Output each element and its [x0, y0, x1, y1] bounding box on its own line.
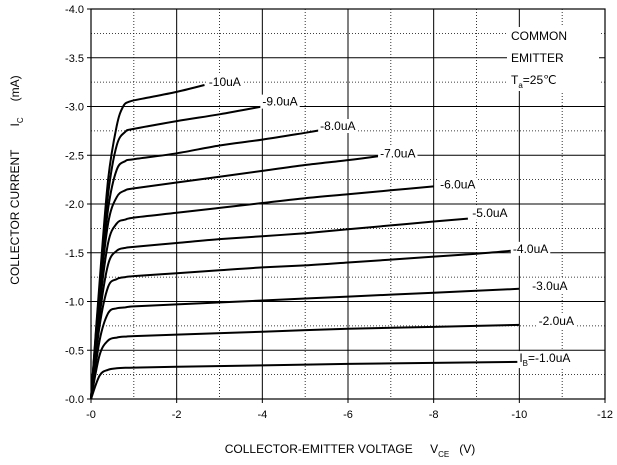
- y-tick-label: -1.0: [65, 297, 84, 309]
- x-tick-label: -0: [86, 409, 96, 421]
- y-axis-symbol: I: [8, 123, 22, 126]
- note-value: =25℃: [523, 73, 557, 87]
- note-subscript: a: [518, 81, 523, 90]
- series-line: [90, 128, 323, 400]
- series-label-text: -6.0uA: [440, 178, 475, 192]
- x-tick-label: -12: [597, 409, 613, 421]
- y-axis-title: COLLECTOR CURRENT IC (mA): [8, 75, 25, 284]
- series-label: -6.0uA: [438, 177, 478, 192]
- series-label-prefix: I: [519, 351, 522, 365]
- series-label: -7.0uA: [378, 146, 418, 161]
- y-tick-label: -3.5: [65, 53, 84, 65]
- series-label-text: -7.0uA: [380, 146, 415, 160]
- series-label-bg: [530, 278, 570, 293]
- series-label-bg: [470, 205, 510, 220]
- y-axis-unit: (mA): [8, 75, 22, 101]
- x-tick-label: -4: [257, 409, 267, 421]
- y-tick-label: -2.5: [65, 150, 84, 162]
- series: [90, 84, 520, 400]
- series-label: -10uA: [206, 75, 243, 90]
- y-tick-label: -3.0: [65, 102, 84, 114]
- series-label-text: -5.0uA: [472, 206, 507, 220]
- series-line: [90, 360, 520, 400]
- series-label-bg: [536, 314, 576, 328]
- series-label-text: -8.0uA: [320, 119, 355, 133]
- note-background: [507, 27, 599, 91]
- y-tick-label: -4.0: [65, 4, 84, 16]
- series-line: [90, 323, 520, 400]
- series-line: [90, 185, 434, 400]
- common-emitter-note: COMMON EMITTER Ta=25℃: [507, 27, 599, 91]
- x-tick-label: -8: [429, 409, 439, 421]
- series-label: -2.0uA: [536, 314, 576, 328]
- y-axis-subscript: C: [16, 117, 25, 123]
- series-label-text: -9.0uA: [262, 95, 297, 109]
- note-symbol: T: [511, 73, 519, 87]
- series-label-bg: [438, 177, 478, 192]
- series-label-bg: [260, 94, 300, 109]
- series-label-text: -4.0uA: [513, 242, 548, 256]
- note-line3: Ta=25℃: [511, 73, 557, 90]
- series-line: [90, 249, 511, 400]
- series-label-text: IB=-1.0uA: [519, 351, 570, 368]
- axis-ticks: -0 -2 -4 -6 -8 -10 -12 -0.0 -0.5 -1.0 -1.5 -2.0 -2.5…: [65, 4, 613, 421]
- x-axis-symbol: V: [430, 442, 438, 456]
- x-tick-label: -10: [511, 409, 527, 421]
- grid: [91, 9, 605, 399]
- y-tick-label: -1.5: [65, 248, 84, 260]
- series-label-text: -10uA: [209, 75, 241, 89]
- note-line2: EMITTER: [511, 51, 564, 65]
- series-label: -9.0uA: [260, 94, 300, 109]
- y-tick-label: -2.0: [65, 199, 84, 211]
- x-axis-subscript: CE: [438, 450, 449, 459]
- series-line: [90, 155, 379, 400]
- series-label-bg: [517, 351, 573, 369]
- x-axis-label: COLLECTOR-EMITTER VOLTAGE: [225, 442, 413, 456]
- series-label: -3.0uA: [530, 278, 570, 293]
- y-axis-label: COLLECTOR CURRENT: [8, 149, 22, 285]
- series-label-bg: [378, 146, 418, 161]
- series-labels: -10uA -9.0uA -8.0uA -7.0uA -6.0uA -5.0uA -4.0u…: [206, 75, 576, 369]
- series-label: -8.0uA: [318, 119, 358, 133]
- series-label: -5.0uA: [470, 205, 510, 220]
- series-line: [90, 217, 468, 400]
- series-label-bg: [318, 119, 358, 133]
- series-label: -4.0uA: [510, 241, 551, 256]
- series-label-bg: [510, 241, 551, 256]
- x-axis-unit: (V): [459, 442, 475, 456]
- series-label-text: -2.0uA: [539, 314, 574, 328]
- note-line1: COMMON: [511, 29, 567, 43]
- x-tick-label: -6: [343, 409, 353, 421]
- y-tick-label: -0.0: [65, 394, 84, 406]
- series-label-value: =-1.0uA: [528, 351, 570, 365]
- series-label-subscript: B: [523, 359, 528, 368]
- x-axis-title: COLLECTOR-EMITTER VOLTAGE VCE (V): [225, 442, 476, 459]
- y-tick-label: -0.5: [65, 345, 84, 357]
- series-label-text: -3.0uA: [532, 279, 567, 293]
- series-label-bg: [206, 75, 243, 90]
- series-label: IB=-1.0uA: [517, 351, 573, 369]
- series-line: [90, 287, 520, 400]
- x-tick-label: -2: [172, 409, 182, 421]
